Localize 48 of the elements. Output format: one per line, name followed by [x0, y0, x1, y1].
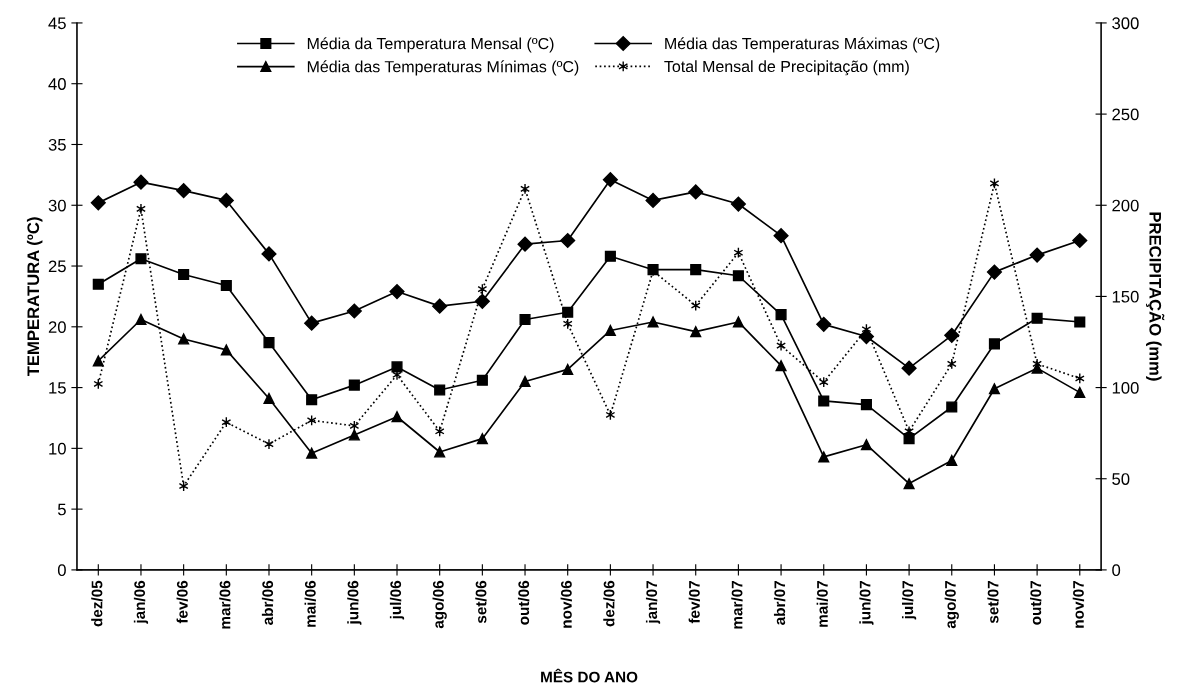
y2-tick-label: 300	[1112, 17, 1139, 30]
x-tick-label: abr/06	[261, 580, 274, 625]
y2-tick-label: 150	[1112, 290, 1139, 303]
x-tick-label: jun/06	[347, 580, 362, 625]
y-tick-label: 35	[48, 138, 66, 151]
y2-tick-label: 0	[1112, 564, 1121, 577]
y-tick-label: 10	[49, 442, 66, 455]
x-tick-label: ago/06	[432, 580, 447, 629]
x-axis-title: MÊS DO ANO	[541, 668, 638, 683]
y-tick-label: 45	[48, 17, 66, 30]
x-tick-label: set/07	[987, 580, 999, 624]
x-tick-label: jul/07	[901, 580, 917, 620]
x-tick-label: fev/07	[688, 580, 700, 624]
y-tick-label: 30	[48, 199, 66, 212]
x-tick-label: fev/06	[176, 580, 188, 624]
y-axis-title: TEMPERATURA (ºC)	[26, 217, 43, 377]
x-tick-label: dez/06	[603, 580, 615, 627]
x-tick-label: jul/06	[389, 580, 405, 620]
y-tick-label: 0	[57, 564, 66, 577]
legend-label: Média das Temperaturas Mínimas (ºC)	[307, 60, 579, 76]
y-tick-label: 40	[48, 78, 66, 90]
legend-label: Média das Temperaturas Máximas (ºC)	[665, 37, 940, 53]
y2-tick-label: 50	[1112, 473, 1130, 485]
x-tick-label: mar/07	[731, 580, 743, 629]
x-tick-label: set/06	[475, 580, 487, 624]
x-tick-label: mar/06	[219, 580, 231, 629]
y-tick-label: 20	[48, 321, 66, 334]
x-tick-label: nov/07	[1072, 580, 1085, 628]
x-tick-label: nov/06	[560, 580, 572, 628]
x-tick-label: ago/07	[944, 580, 959, 629]
x-tick-label: jan/07	[645, 580, 661, 624]
x-tick-label: dez/05	[91, 580, 103, 627]
x-tick-label: abr/07	[773, 580, 786, 625]
x-tick-label: mai/07	[816, 580, 828, 627]
legend-label: Total Mensal de Precipitação (mm)	[664, 60, 909, 76]
y2-tick-label: 100	[1112, 381, 1139, 394]
y-tick-label: 15	[49, 382, 66, 394]
y-tick-label: 25	[48, 260, 66, 273]
x-tick-label: jun/07	[859, 580, 874, 625]
y2-tick-label: 250	[1112, 108, 1139, 121]
x-tick-label: out/07	[1029, 580, 1042, 625]
y-tick-label: 5	[57, 503, 66, 516]
x-tick-label: jan/06	[133, 580, 149, 624]
x-tick-label: out/06	[517, 580, 530, 625]
y2-axis-title: PRECIPITAÇÃO (mm)	[1146, 212, 1165, 381]
y2-tick-label: 200	[1112, 199, 1139, 212]
x-tick-label: mai/06	[304, 580, 316, 627]
legend-label: Média da Temperatura Mensal (ºC)	[307, 37, 554, 53]
